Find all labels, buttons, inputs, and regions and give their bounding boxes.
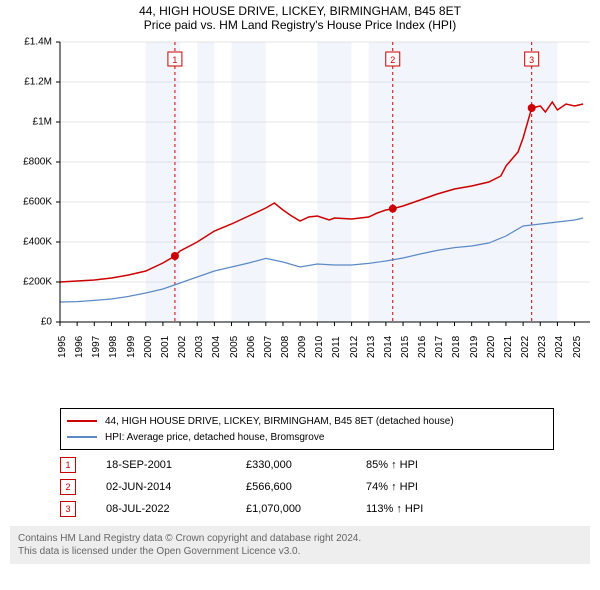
titles: 44, HIGH HOUSE DRIVE, LICKEY, BIRMINGHAM… — [0, 0, 600, 32]
sale-date: 02-JUN-2014 — [106, 481, 246, 493]
sale-price: £566,600 — [246, 481, 366, 493]
legend-row: HPI: Average price, detached house, Brom… — [67, 429, 547, 445]
x-tick-label: 2013 — [366, 336, 377, 358]
title-address: 44, HIGH HOUSE DRIVE, LICKEY, BIRMINGHAM… — [0, 4, 600, 18]
x-tick-label: 1996 — [74, 336, 85, 358]
x-tick-label: 2015 — [400, 336, 411, 358]
chart-container: 44, HIGH HOUSE DRIVE, LICKEY, BIRMINGHAM… — [0, 0, 600, 564]
x-tick-label: 2020 — [486, 336, 497, 358]
x-tick-label: 2009 — [297, 336, 308, 358]
x-tick-label: 2011 — [331, 336, 342, 358]
x-tick-label: 2021 — [503, 336, 514, 358]
sale-flag-num: 1 — [172, 55, 177, 65]
title-subtitle: Price paid vs. HM Land Registry's House … — [0, 18, 600, 32]
sale-price: £330,000 — [246, 459, 366, 471]
x-tick-label: 2019 — [469, 336, 480, 358]
x-tick-label: 2018 — [451, 336, 462, 358]
x-tick-label: 1997 — [91, 336, 102, 358]
x-tick-label: 2002 — [177, 336, 188, 358]
chart-area: 1 2 3 £0 £200K £400K £600K £800K £1M £1.2M £1.4M 19… — [0, 32, 600, 402]
legend-label: 44, HIGH HOUSE DRIVE, LICKEY, BIRMINGHAM… — [105, 416, 454, 427]
y-tick-label: £1.4M — [2, 37, 52, 48]
x-tick-label: 2008 — [280, 336, 291, 358]
legend: 44, HIGH HOUSE DRIVE, LICKEY, BIRMINGHAM… — [60, 408, 554, 450]
x-tick-label: 2017 — [434, 336, 445, 358]
sale-marker-box: 3 — [60, 501, 76, 517]
x-tick-label: 1998 — [108, 336, 119, 358]
y-tick-label: £800K — [2, 157, 52, 168]
sale-row: 2 02-JUN-2014£566,60074% ↑ HPI — [60, 476, 540, 498]
sales-table: 1 18-SEP-2001£330,00085% ↑ HPI 2 02-JUN-201… — [60, 454, 540, 520]
sale-pct: 113% ↑ HPI — [366, 503, 486, 515]
sale-pct: 74% ↑ HPI — [366, 481, 486, 493]
footer-line1: Contains HM Land Registry data © Crown c… — [18, 532, 582, 545]
x-tick-label: 2001 — [160, 336, 171, 358]
y-tick-label: £1M — [2, 117, 52, 128]
x-tick-label: 1999 — [126, 336, 137, 358]
sale-marker-dot — [528, 104, 536, 112]
x-tick-label: 2014 — [383, 336, 394, 358]
x-tick-label: 1995 — [57, 336, 68, 358]
x-tick-label: 2025 — [572, 336, 583, 358]
x-tick-label: 2000 — [143, 336, 154, 358]
sale-pct: 85% ↑ HPI — [366, 459, 486, 471]
y-tick-label: £200K — [2, 277, 52, 288]
y-tick-label: £600K — [2, 197, 52, 208]
x-tick-label: 2006 — [246, 336, 257, 358]
sale-flag-num: 2 — [390, 55, 395, 65]
sale-date: 18-SEP-2001 — [106, 459, 246, 471]
legend-swatch — [67, 420, 97, 422]
x-tick-label: 2022 — [520, 336, 531, 358]
x-tick-label: 2024 — [554, 336, 565, 358]
y-tick-label: £0 — [2, 317, 52, 328]
sale-date: 08-JUL-2022 — [106, 503, 246, 515]
footer-attribution: Contains HM Land Registry data © Crown c… — [10, 526, 590, 564]
x-tick-label: 2004 — [211, 336, 222, 358]
x-tick-label: 2023 — [537, 336, 548, 358]
sale-marker-dot — [389, 205, 397, 213]
sale-marker-box: 2 — [60, 479, 76, 495]
legend-row: 44, HIGH HOUSE DRIVE, LICKEY, BIRMINGHAM… — [67, 413, 547, 429]
sale-row: 1 18-SEP-2001£330,00085% ↑ HPI — [60, 454, 540, 476]
x-tick-label: 2005 — [229, 336, 240, 358]
y-tick-label: £1.2M — [2, 77, 52, 88]
sale-price: £1,070,000 — [246, 503, 366, 515]
sale-flag-num: 3 — [529, 55, 534, 65]
sale-marker-dot — [171, 252, 179, 260]
footer-line2: This data is licensed under the Open Gov… — [18, 545, 582, 558]
x-tick-label: 2012 — [349, 336, 360, 358]
chart-svg: 1 2 3 — [0, 32, 600, 362]
x-tick-label: 2010 — [314, 336, 325, 358]
x-tick-label: 2016 — [417, 336, 428, 358]
sale-row: 3 08-JUL-2022£1,070,000113% ↑ HPI — [60, 498, 540, 520]
y-tick-label: £400K — [2, 237, 52, 248]
x-tick-label: 2003 — [194, 336, 205, 358]
x-tick-label: 2007 — [263, 336, 274, 358]
sale-marker-box: 1 — [60, 457, 76, 473]
legend-swatch — [67, 436, 97, 438]
legend-label: HPI: Average price, detached house, Brom… — [105, 432, 324, 443]
